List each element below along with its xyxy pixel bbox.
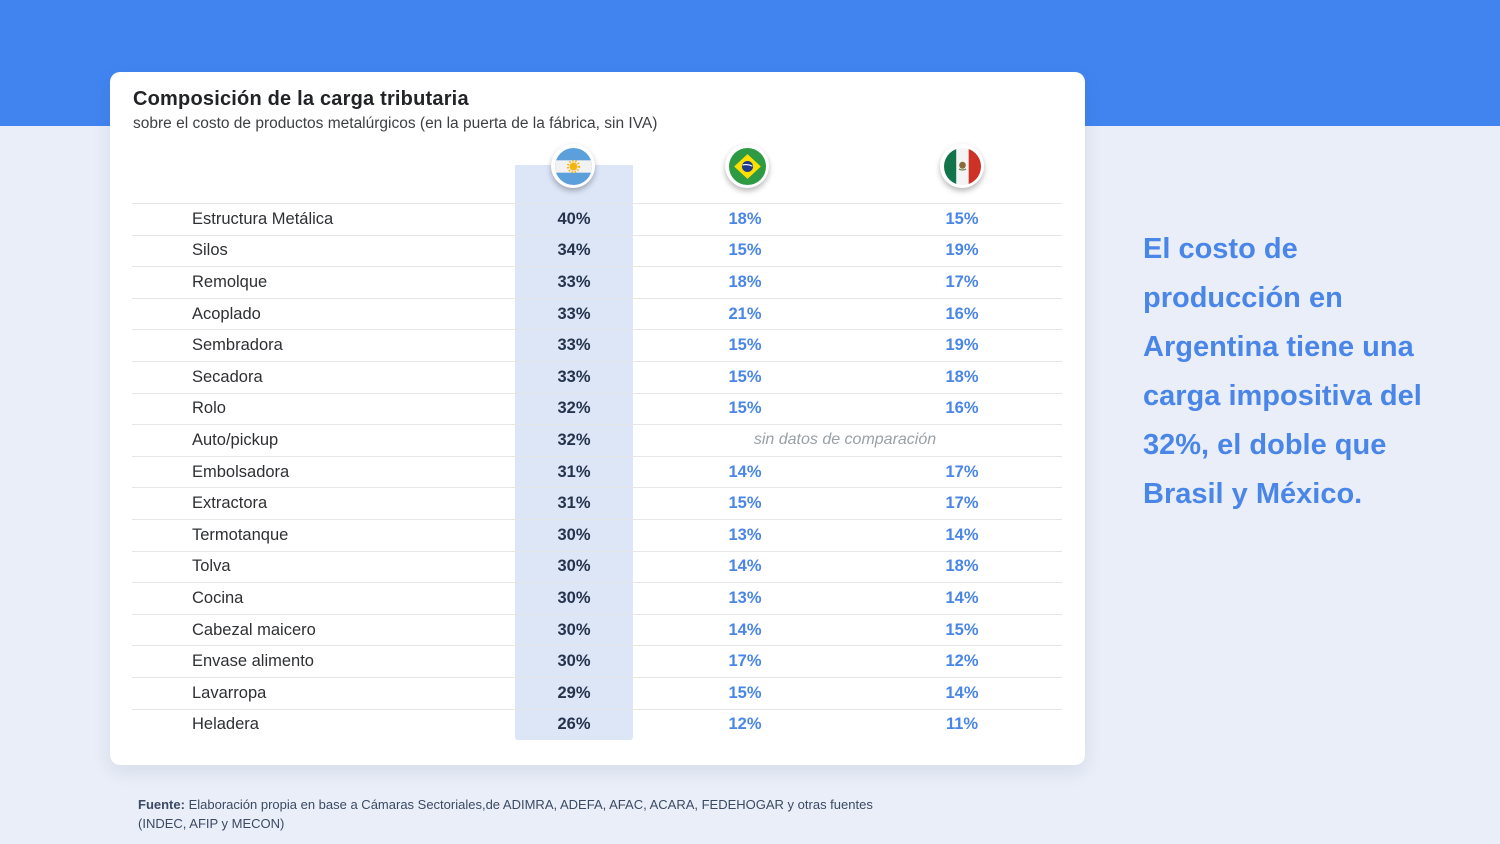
- mexico-flag-image: [943, 147, 981, 185]
- brasil-value-cell: 18%: [728, 272, 762, 291]
- argentina-value-cell: 33%: [557, 367, 591, 386]
- source-label: Fuente:: [138, 797, 185, 812]
- product-name-cell: Heladera: [192, 715, 259, 734]
- product-name-cell: Termotanque: [192, 525, 289, 544]
- table-rows: Estructura Metálica 40% 18% 15% Silos 34% 15% 1…: [132, 203, 1062, 740]
- source-note: Fuente: Elaboración propia en base a Cám…: [138, 796, 908, 833]
- argentina-value-cell: 33%: [557, 304, 591, 323]
- mexico-value-cell: 14%: [945, 683, 979, 702]
- mexico-value-cell: 15%: [945, 209, 979, 228]
- argentina-value-cell: 32%: [557, 430, 591, 449]
- mexico-value-cell: 18%: [945, 557, 979, 576]
- product-name-cell: Remolque: [192, 272, 268, 291]
- product-name-cell: Rolo: [192, 399, 226, 418]
- product-name-cell: Lavarropa: [192, 683, 267, 702]
- chart-card: Composición de la carga tributaria sobre…: [110, 72, 1085, 765]
- mexico-value-cell: 16%: [945, 304, 979, 323]
- argentina-value-cell: 26%: [557, 715, 591, 734]
- table-row: Rolo 32% 15% 16%: [132, 392, 1062, 425]
- table-row: Silos 34% 15% 19%: [132, 234, 1062, 267]
- mexico-value-cell: 18%: [945, 367, 979, 386]
- product-name-cell: Estructura Metálica: [192, 209, 334, 228]
- product-name-cell: Cocina: [192, 588, 244, 607]
- product-name-cell: Extractora: [192, 494, 268, 513]
- source-text: Elaboración propia en base a Cámaras Sec…: [138, 797, 873, 831]
- mexico-value-cell: 14%: [945, 588, 979, 607]
- argentina-value-cell: 30%: [557, 620, 591, 639]
- product-name-cell: Cabezal maicero: [192, 620, 316, 639]
- no-data-cell: sin datos de comparación: [753, 431, 937, 449]
- product-name-cell: Acoplado: [192, 304, 261, 323]
- brasil-value-cell: 15%: [728, 683, 762, 702]
- brasil-value-cell: 12%: [728, 715, 762, 734]
- argentina-value-cell: 34%: [557, 241, 591, 260]
- table-row: Embolsadora 31% 14% 17%: [132, 455, 1062, 488]
- brasil-value-cell: 14%: [728, 620, 762, 639]
- argentina-value-cell: 32%: [557, 399, 591, 418]
- product-name-cell: Silos: [192, 241, 228, 260]
- table-row: Remolque 33% 18% 17%: [132, 266, 1062, 298]
- argentina-value-cell: 30%: [557, 588, 591, 607]
- table-row: Auto/pickup 32% sin datos de comparación: [132, 424, 1062, 456]
- brasil-value-cell: 15%: [728, 494, 762, 513]
- mexico-flag-icon: [940, 144, 984, 188]
- argentina-value-cell: 33%: [557, 272, 591, 291]
- argentina-value-cell: 30%: [557, 525, 591, 544]
- mexico-value-cell: 16%: [945, 399, 979, 418]
- table-row: Acoplado 33% 21% 16%: [132, 297, 1062, 330]
- brasil-value-cell: 14%: [728, 462, 762, 481]
- table-row: Cabezal maicero 30% 14% 15%: [132, 613, 1062, 646]
- brasil-value-cell: 15%: [728, 399, 762, 418]
- mexico-value-cell: 19%: [945, 336, 979, 355]
- mexico-value-cell: 17%: [945, 272, 979, 291]
- table-row: Lavarropa 29% 15% 14%: [132, 676, 1062, 709]
- product-name-cell: Tolva: [192, 557, 231, 576]
- table-row: Secadora 33% 15% 18%: [132, 360, 1062, 393]
- product-name-cell: Envase alimento: [192, 652, 314, 671]
- table-row: Sembradora 33% 15% 19%: [132, 329, 1062, 361]
- argentina-value-cell: 29%: [557, 683, 591, 702]
- argentina-flag-icon: [551, 144, 595, 188]
- brasil-value-cell: 17%: [728, 652, 762, 671]
- argentina-value-cell: 30%: [557, 557, 591, 576]
- brasil-value-cell: 13%: [728, 588, 762, 607]
- argentina-value-cell: 40%: [557, 209, 591, 228]
- product-name-cell: Auto/pickup: [192, 430, 279, 449]
- argentina-flag-image: [554, 147, 592, 185]
- mexico-value-cell: 12%: [945, 652, 979, 671]
- argentina-value-cell: 31%: [557, 494, 591, 513]
- mexico-value-cell: 11%: [945, 715, 979, 734]
- table-row: Tolva 30% 14% 18%: [132, 550, 1062, 583]
- brasil-value-cell: 15%: [728, 336, 762, 355]
- table-row: Termotanque 30% 13% 14%: [132, 518, 1062, 551]
- mexico-value-cell: 19%: [945, 241, 979, 260]
- card-title: Composición de la carga tributaria: [133, 88, 469, 110]
- argentina-value-cell: 33%: [557, 336, 591, 355]
- mexico-value-cell: 14%: [945, 525, 979, 544]
- mexico-value-cell: 17%: [945, 462, 979, 481]
- brasil-value-cell: 14%: [728, 557, 762, 576]
- table-row: Estructura Metálica 40% 18% 15%: [132, 203, 1062, 235]
- brasil-value-cell: 15%: [728, 241, 762, 260]
- brasil-value-cell: 21%: [728, 304, 762, 323]
- brasil-value-cell: 15%: [728, 367, 762, 386]
- brasil-value-cell: 18%: [728, 209, 762, 228]
- table-row: Extractora 31% 15% 17%: [132, 487, 1062, 519]
- table-row: Heladera 26% 12% 11%: [132, 708, 1062, 741]
- brasil-value-cell: 13%: [728, 525, 762, 544]
- brasil-flag-icon: [725, 144, 769, 188]
- callout-text: El costo de producción en Argentina tien…: [1143, 233, 1422, 510]
- table-row: Cocina 30% 13% 14%: [132, 582, 1062, 614]
- product-name-cell: Sembradora: [192, 336, 283, 355]
- argentina-value-cell: 30%: [557, 652, 591, 671]
- argentina-value-cell: 31%: [557, 462, 591, 481]
- product-name-cell: Secadora: [192, 367, 263, 386]
- card-subtitle: sobre el costo de productos metalúrgicos…: [133, 115, 658, 132]
- product-name-cell: Embolsadora: [192, 462, 290, 481]
- table-row: Envase alimento 30% 17% 12%: [132, 645, 1062, 677]
- mexico-value-cell: 15%: [945, 620, 979, 639]
- brasil-flag-image: [728, 147, 766, 185]
- argentina-column-highlight: [515, 165, 633, 740]
- mexico-value-cell: 17%: [945, 494, 979, 513]
